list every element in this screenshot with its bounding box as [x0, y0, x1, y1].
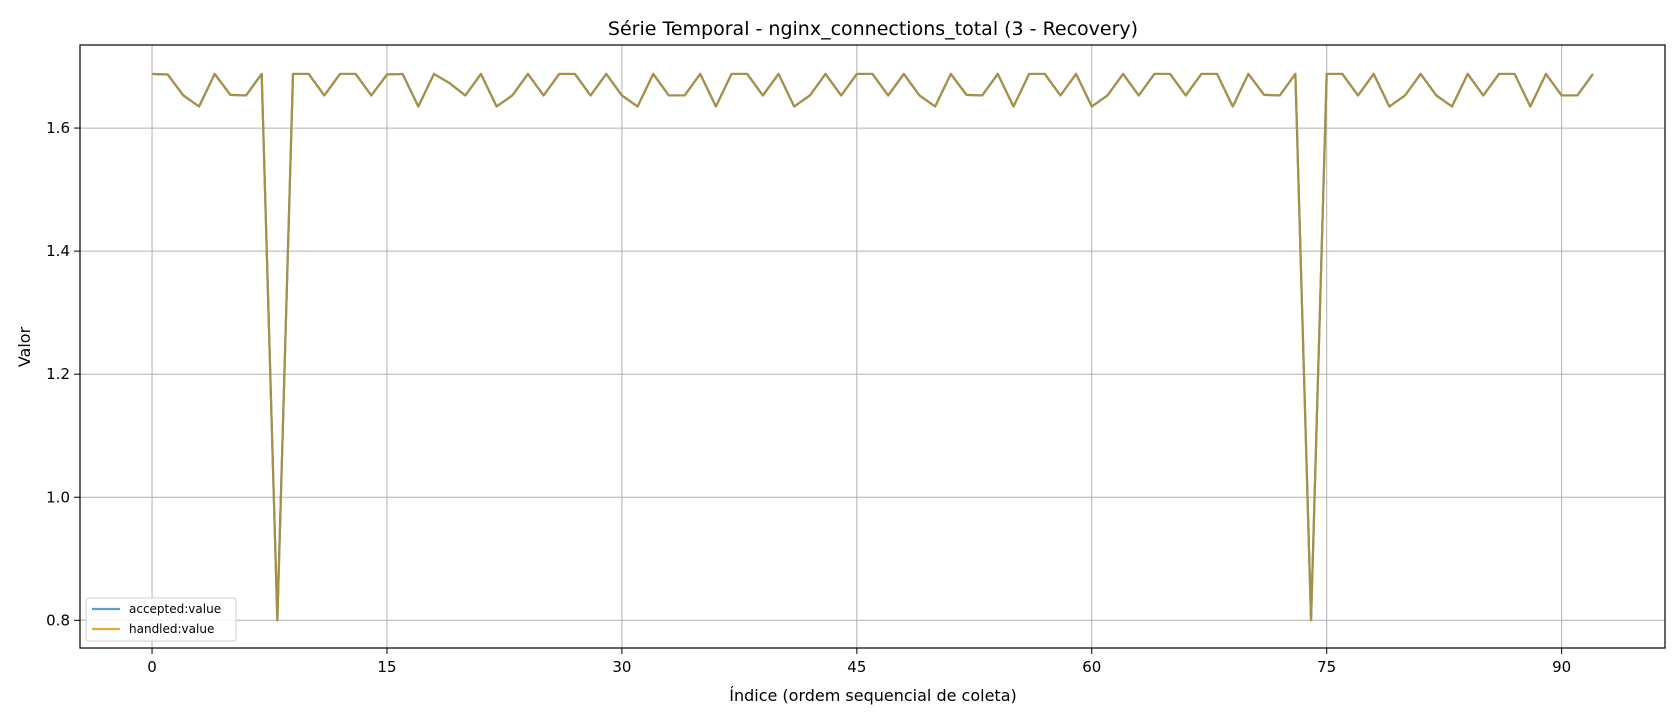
chart-title: Série Temporal - nginx_connections_total…: [608, 18, 1138, 40]
y-tick-label: 1.4: [46, 242, 70, 260]
x-tick-label: 45: [847, 658, 866, 676]
y-tick-label: 1.6: [46, 119, 70, 137]
series-lines: [152, 72, 1594, 622]
y-axis-label: Valor: [15, 326, 34, 367]
x-tick-label: 90: [1552, 658, 1571, 676]
x-axis-label: Índice (ordem sequencial de coleta): [729, 686, 1017, 705]
x-tick-label: 60: [1082, 658, 1101, 676]
x-tick-label: 75: [1317, 658, 1336, 676]
x-tick-label: 30: [612, 658, 631, 676]
y-tick-label: 0.8: [46, 611, 70, 629]
legend-label: handled:value: [129, 622, 214, 636]
plot-area-frame: [79, 44, 1666, 649]
legend-label: accepted:value: [129, 602, 221, 616]
series-line-accepted-value: [152, 72, 1594, 622]
y-axis-ticks: 0.8 1.0 1.2 1.4 1.6: [46, 119, 80, 629]
y-tick-label: 1.2: [46, 365, 70, 383]
x-tick-label: 15: [377, 658, 396, 676]
grid: [80, 45, 1665, 648]
legend-frame: [85, 597, 237, 642]
y-tick-label: 1.0: [46, 488, 70, 506]
x-axis-ticks: 0 15 30 45 60 75 90: [147, 648, 1571, 676]
legend: accepted:value handled:value: [85, 597, 237, 642]
x-tick-label: 0: [147, 658, 157, 676]
series-line-handled-value: [152, 72, 1594, 622]
